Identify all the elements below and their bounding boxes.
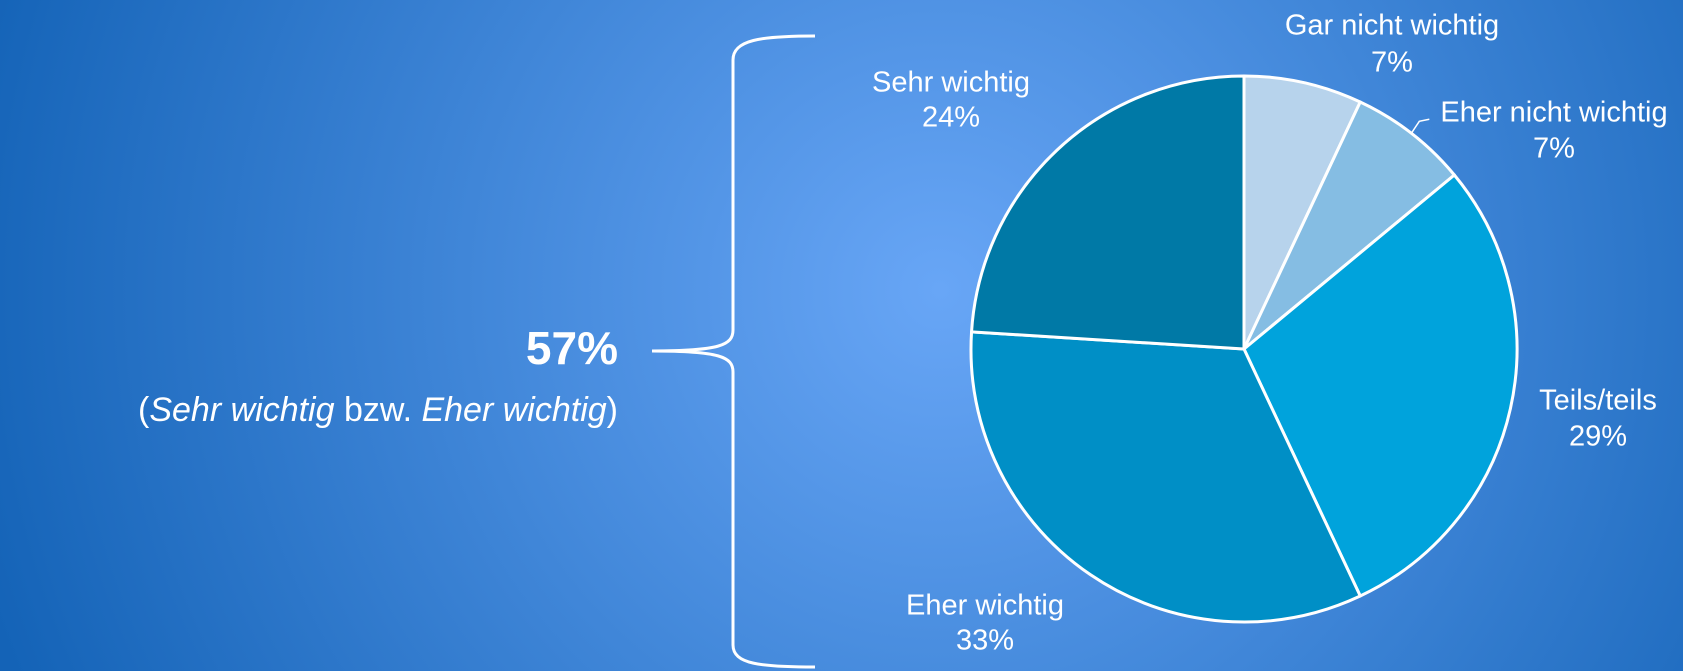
pie [969,74,1519,624]
slice-value-label: 7% [1371,47,1413,79]
annotation-note: (Sehr wichtig bzw. Eher wichtig) [138,391,618,429]
slice-label: Eher nicht wichtig [1440,97,1667,129]
note-part: ( [138,391,150,429]
slice [1242,74,1362,351]
slice [969,330,1362,624]
slice-value-label: 33% [956,625,1014,657]
slice-value-label: 29% [1569,421,1627,453]
brace [651,34,816,669]
note-part: Eher wichtig [421,391,606,429]
slice-label: Eher wichtig [906,590,1064,622]
note-part: Sehr wichtig [149,391,334,429]
slice-value-label: 24% [922,102,980,134]
slice-value-label: 7% [1533,133,1575,165]
slice [1242,100,1456,351]
slice [970,74,1246,351]
note-part: ) [607,391,618,429]
annotation-value: 57% [526,322,618,374]
note-part: bzw. [335,391,422,429]
slice-label: Sehr wichtig [872,67,1030,99]
slice-label: Teils/teils [1539,385,1657,417]
slice-label: Gar nicht wichtig [1285,10,1499,42]
leader-line [1410,118,1430,134]
